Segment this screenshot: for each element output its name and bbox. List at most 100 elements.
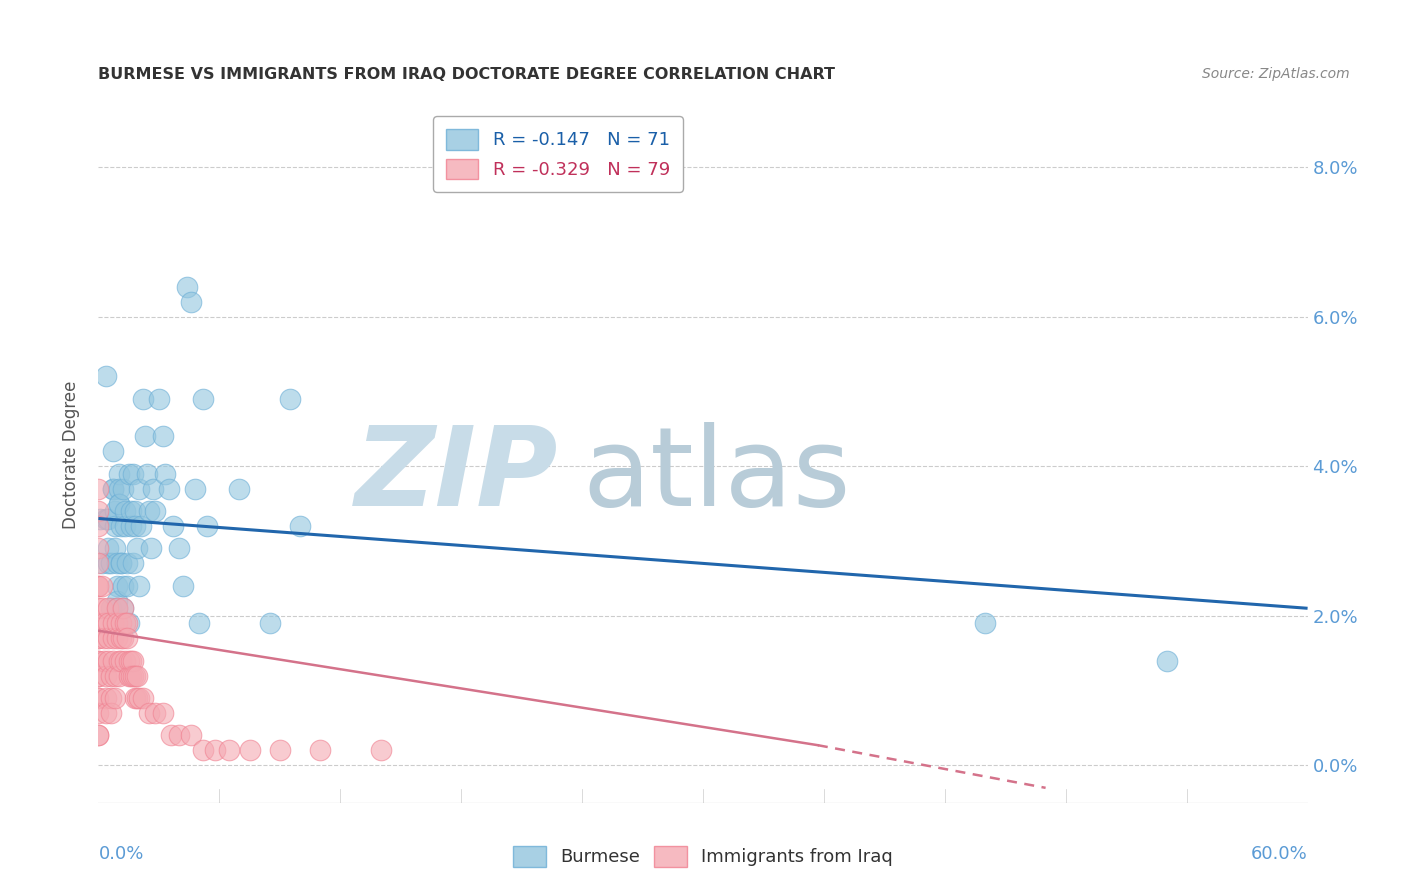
Point	[143, 504, 166, 518]
Point	[87, 541, 110, 556]
Point	[96, 691, 118, 706]
Point	[93, 616, 115, 631]
Text: atlas: atlas	[582, 422, 851, 529]
Point	[87, 616, 110, 631]
Point	[97, 616, 120, 631]
Point	[100, 601, 122, 615]
Point	[111, 601, 134, 615]
Point	[162, 519, 184, 533]
Point	[160, 729, 183, 743]
Point	[105, 601, 128, 615]
Point	[87, 691, 110, 706]
Point	[110, 557, 132, 571]
Point	[114, 519, 136, 533]
Point	[105, 616, 128, 631]
Point	[125, 668, 148, 682]
Point	[138, 706, 160, 720]
Point	[93, 654, 115, 668]
Point	[107, 497, 129, 511]
Point	[120, 654, 142, 668]
Point	[167, 541, 190, 556]
Point	[100, 557, 122, 571]
Point	[97, 601, 120, 615]
Point	[97, 631, 120, 645]
Point	[110, 519, 132, 533]
Point	[87, 668, 110, 682]
Point	[115, 557, 138, 571]
Point	[129, 519, 152, 533]
Point	[121, 654, 143, 668]
Point	[87, 519, 110, 533]
Point	[105, 631, 128, 645]
Point	[103, 668, 125, 682]
Point	[121, 557, 143, 571]
Point	[105, 557, 128, 571]
Point	[111, 601, 134, 615]
Point	[125, 691, 148, 706]
Point	[105, 579, 128, 593]
Point	[87, 601, 110, 615]
Point	[121, 467, 143, 481]
Point	[91, 601, 114, 615]
Point	[184, 482, 207, 496]
Point	[148, 392, 170, 406]
Text: 60.0%: 60.0%	[1251, 845, 1308, 863]
Point	[91, 579, 114, 593]
Point	[87, 729, 110, 743]
Point	[103, 541, 125, 556]
Point	[1156, 654, 1178, 668]
Point	[114, 504, 136, 518]
Point	[87, 557, 110, 571]
Point	[87, 631, 110, 645]
Point	[167, 729, 190, 743]
Point	[115, 579, 138, 593]
Point	[124, 519, 146, 533]
Point	[114, 616, 136, 631]
Point	[974, 616, 997, 631]
Point	[111, 631, 134, 645]
Point	[152, 706, 174, 720]
Point	[195, 519, 218, 533]
Point	[132, 691, 155, 706]
Point	[124, 668, 146, 682]
Point	[152, 429, 174, 443]
Point	[96, 668, 118, 682]
Point	[87, 579, 110, 593]
Point	[128, 691, 150, 706]
Point	[118, 467, 141, 481]
Point	[180, 294, 202, 309]
Point	[105, 601, 128, 615]
Point	[193, 743, 215, 757]
Point	[157, 482, 180, 496]
Point	[101, 482, 124, 496]
Point	[125, 541, 148, 556]
Point	[218, 743, 240, 757]
Point	[97, 557, 120, 571]
Text: 0.0%: 0.0%	[98, 845, 143, 863]
Point	[110, 631, 132, 645]
Point	[153, 467, 176, 481]
Point	[120, 519, 142, 533]
Point	[100, 691, 122, 706]
Point	[120, 668, 142, 682]
Point	[172, 579, 194, 593]
Point	[124, 504, 146, 518]
Point	[97, 511, 120, 525]
Point	[107, 467, 129, 481]
Point	[176, 279, 198, 293]
Point	[87, 482, 110, 496]
Point	[135, 467, 157, 481]
Point	[100, 706, 122, 720]
Text: BURMESE VS IMMIGRANTS FROM IRAQ DOCTORATE DEGREE CORRELATION CHART: BURMESE VS IMMIGRANTS FROM IRAQ DOCTORAT…	[98, 67, 835, 82]
Point	[118, 654, 141, 668]
Point	[97, 541, 120, 556]
Point	[114, 654, 136, 668]
Point	[97, 654, 120, 668]
Point	[288, 519, 311, 533]
Point	[93, 631, 115, 645]
Point	[87, 504, 110, 518]
Point	[87, 706, 110, 720]
Point	[87, 654, 110, 668]
Point	[87, 691, 110, 706]
Text: ZIP: ZIP	[354, 422, 558, 529]
